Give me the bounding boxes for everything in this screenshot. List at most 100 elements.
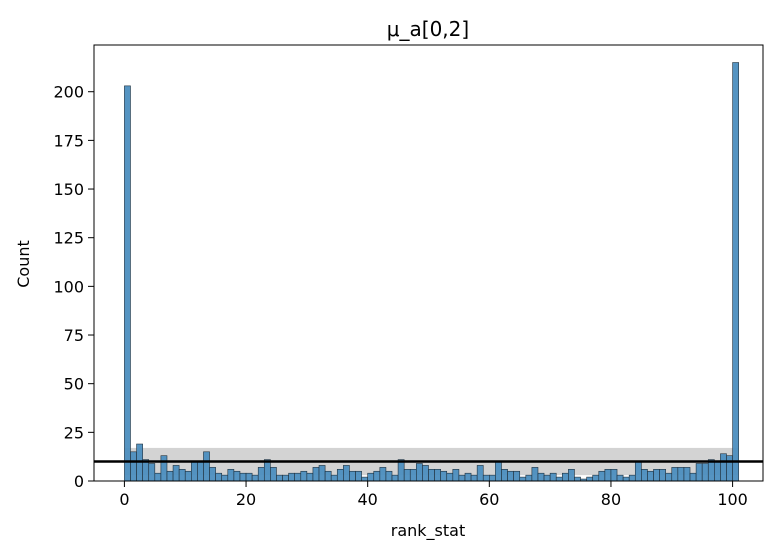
- histogram-bar: [616, 474, 624, 482]
- histogram-bar: [452, 469, 460, 482]
- histogram-bar: [641, 469, 648, 482]
- x-tick-label: 0: [119, 490, 129, 509]
- histogram-bar: [239, 472, 247, 482]
- histogram-bar: [440, 470, 448, 482]
- histogram-bar: [458, 474, 466, 482]
- axes: 0 20 40 60 80 100 0 25 50 75 100 125 150 175 200: [53, 44, 764, 509]
- histogram-bars: [124, 62, 739, 482]
- histogram-bar: [665, 472, 673, 482]
- histogram-bar: [714, 461, 721, 482]
- y-tick-label: 100: [53, 277, 84, 296]
- histogram-bar: [361, 476, 368, 482]
- histogram-bar: [257, 467, 265, 482]
- histogram-bar: [671, 467, 679, 482]
- histogram-bar: [221, 474, 229, 482]
- histogram-bar: [178, 469, 186, 482]
- histogram-bar: [659, 469, 666, 482]
- histogram-bar: [209, 467, 216, 482]
- histogram-bar: [720, 453, 727, 482]
- histogram-bar: [519, 476, 527, 482]
- histogram-bar: [160, 455, 168, 482]
- y-tick-label: 125: [53, 229, 84, 248]
- histogram-bar: [549, 472, 557, 482]
- y-tick-label: 200: [53, 83, 84, 102]
- histogram-bar: [397, 459, 405, 482]
- histogram-bar: [142, 459, 150, 482]
- histogram-bar: [324, 470, 332, 482]
- histogram-bar: [130, 451, 137, 482]
- histogram-bar: [598, 470, 606, 482]
- histogram-bar: [330, 474, 338, 482]
- histogram-bar: [166, 470, 174, 482]
- histogram-bar: [251, 474, 259, 482]
- histogram-bar: [373, 470, 381, 482]
- histogram-bar: [434, 469, 441, 482]
- plot-frame: [93, 44, 764, 482]
- histogram-bar: [647, 470, 654, 482]
- histogram-bar: [154, 472, 162, 482]
- histogram-bar: [215, 472, 223, 482]
- histogram-bar: [592, 474, 600, 482]
- histogram-bar: [203, 451, 210, 482]
- histogram-bar: [604, 469, 612, 482]
- histogram-bar: [622, 476, 630, 482]
- histogram-bar: [282, 474, 289, 482]
- histogram-bar: [318, 465, 326, 482]
- histogram-bar: [683, 467, 691, 482]
- histogram-bar: [349, 470, 356, 482]
- y-tick-label: 0: [74, 472, 84, 491]
- histogram-bar: [409, 469, 417, 482]
- x-tick-label: 20: [236, 490, 256, 509]
- histogram-bar: [385, 470, 393, 482]
- histogram-bar: [197, 461, 204, 482]
- histogram-bar: [513, 470, 521, 482]
- histogram-bar: [403, 469, 411, 482]
- histogram-bar: [568, 469, 575, 482]
- histogram-bar: [586, 476, 594, 482]
- histogram-bar: [422, 465, 429, 482]
- x-tick-label: 100: [717, 490, 748, 509]
- histogram-bar: [288, 472, 296, 482]
- histogram-bar: [312, 467, 320, 482]
- histogram-bar: [525, 474, 533, 482]
- histogram-bar: [245, 472, 253, 482]
- histogram-bar: [124, 85, 131, 482]
- histogram-bar: [476, 465, 484, 482]
- histogram-bar: [610, 469, 618, 482]
- histogram-bar: [270, 467, 277, 482]
- y-tick-label: 150: [53, 180, 84, 199]
- histogram-bar: [263, 459, 271, 482]
- histogram-bar: [191, 461, 198, 482]
- x-tick-label: 40: [358, 490, 378, 509]
- histogram-bar: [336, 469, 344, 482]
- histogram-bar: [148, 463, 156, 482]
- histogram-bar: [276, 474, 283, 482]
- histogram-bar: [482, 474, 490, 482]
- x-tick-label: 60: [479, 490, 499, 509]
- histogram-bar: [561, 472, 569, 482]
- histogram-bar: [507, 470, 514, 482]
- histogram-bar: [531, 467, 539, 482]
- x-tick-label: 80: [601, 490, 621, 509]
- histogram-bar: [391, 474, 399, 482]
- histogram-bar: [343, 465, 350, 482]
- histogram-bar: [489, 474, 496, 482]
- histogram-bar: [300, 470, 308, 482]
- histogram-bar: [495, 461, 502, 482]
- histogram-bar: [184, 470, 192, 482]
- histogram-bar: [701, 463, 709, 482]
- histogram-bar: [470, 474, 478, 482]
- histogram-bar: [689, 472, 697, 482]
- histogram-bar: [233, 470, 241, 482]
- histogram-bar: [543, 474, 551, 482]
- histogram-bar: [653, 469, 660, 482]
- histogram-bar: [628, 474, 636, 482]
- histogram-bar: [306, 472, 314, 482]
- histogram-bar: [695, 463, 703, 482]
- histogram-bar: [355, 470, 362, 482]
- histogram-bar: [446, 472, 454, 482]
- histogram-bar: [416, 463, 423, 482]
- x-axis-label: rank_stat: [391, 521, 465, 541]
- histogram-bar: [501, 469, 508, 482]
